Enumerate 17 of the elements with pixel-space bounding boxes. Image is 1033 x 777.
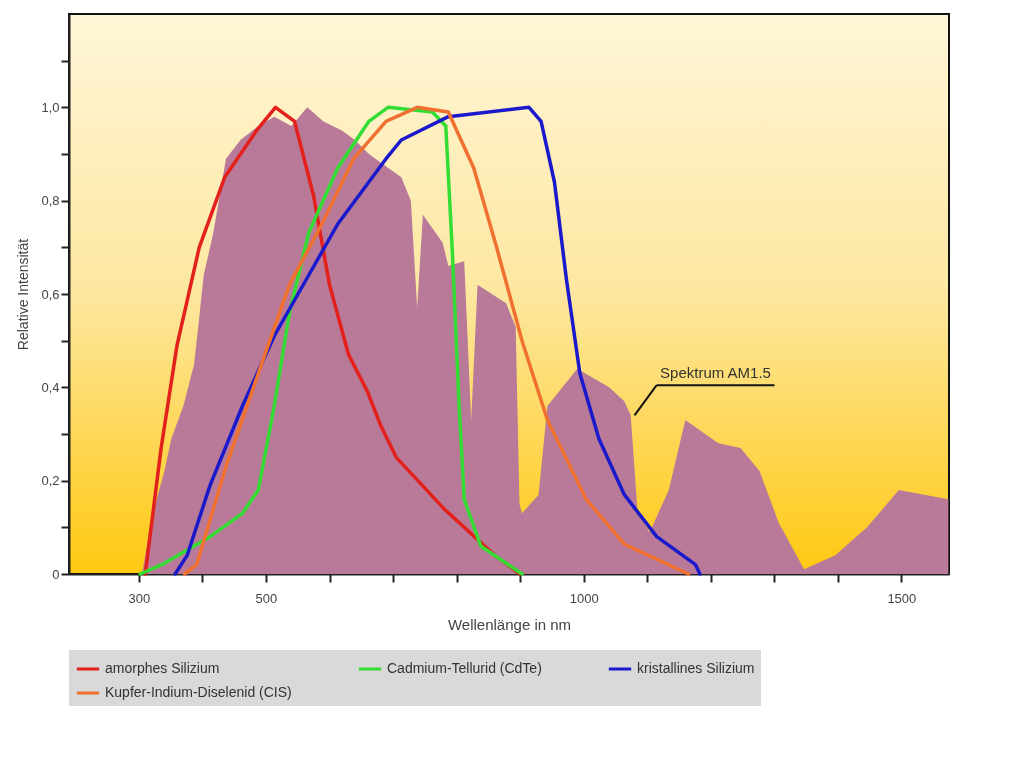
x-axis-title: Wellenlänge in nm	[447, 615, 572, 633]
annotation: Spektrum AM1.5	[660, 364, 771, 382]
legend-label: Kupfer-Indium-Diselenid (CIS)	[105, 684, 292, 700]
x-tick-label: 500	[255, 590, 278, 606]
legend-label: Cadmium-Tellurid (CdTe)	[387, 660, 542, 676]
y-tick-label: 0,4	[41, 379, 60, 395]
y-tick-label: 0,2	[41, 473, 60, 489]
x-tick-label: 1000	[569, 590, 599, 606]
x-tick-label: 1500	[887, 590, 917, 606]
y-tick-label: 0,8	[41, 193, 60, 209]
y-tick-label: 1,0	[41, 99, 60, 115]
legend-label: kristallines Silizium	[637, 660, 755, 676]
legend-label: amorphes Silizium	[105, 660, 220, 676]
y-axis-title: Relative Intensität	[15, 238, 32, 351]
y-tick-label: 0,6	[41, 286, 60, 302]
x-tick-label: 300	[128, 590, 151, 606]
y-tick-label: 0	[52, 566, 60, 582]
